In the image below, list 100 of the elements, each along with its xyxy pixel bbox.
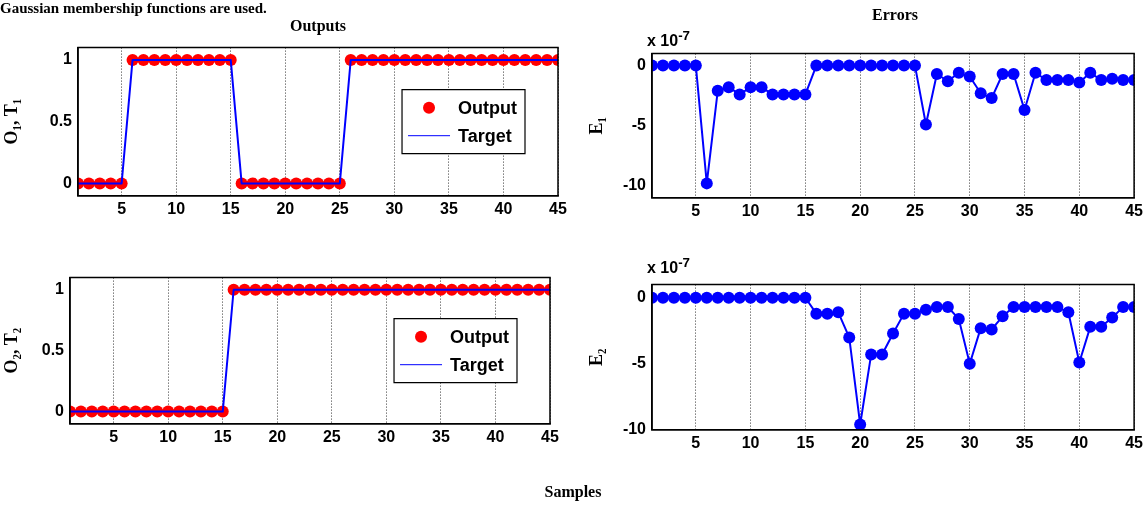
y-tick-label: 0.5 (49, 112, 73, 130)
point (799, 88, 812, 101)
point (1007, 68, 1020, 81)
x-tick-label: 30 (377, 427, 396, 445)
y-tick-label: 0.5 (41, 341, 65, 359)
point (1018, 104, 1031, 117)
point (1040, 301, 1053, 314)
point (766, 291, 779, 304)
point (1029, 66, 1042, 79)
point (832, 306, 845, 319)
y-tick-label: 1 (63, 50, 73, 68)
x-tick-label: 5 (117, 199, 127, 217)
x-tick-label: 30 (385, 199, 404, 217)
point (963, 70, 976, 83)
point (689, 59, 702, 72)
legend-label: Target (450, 354, 504, 375)
x-tick-label: 40 (494, 199, 513, 217)
point (656, 59, 669, 72)
point (930, 68, 943, 81)
y-tick-label: 0 (55, 402, 65, 420)
point (700, 177, 713, 190)
x-tick-label: 45 (549, 199, 567, 217)
point (733, 291, 746, 304)
point (678, 291, 691, 304)
x-tick-label: 25 (330, 199, 349, 217)
point (952, 312, 965, 325)
x-tick-label: 35 (440, 199, 458, 217)
point (876, 348, 889, 361)
point (843, 59, 856, 72)
y-tick-label: -5 (631, 354, 647, 372)
point (755, 291, 768, 304)
chart-title: Outputs (289, 17, 347, 35)
point (1018, 301, 1031, 314)
point (1106, 72, 1119, 85)
point (887, 59, 900, 72)
point (689, 291, 702, 304)
x-tick-label: 25 (322, 427, 341, 445)
point (908, 59, 921, 72)
point (887, 327, 900, 340)
x-tick-label: 15 (796, 433, 815, 451)
x-tick-label: 5 (691, 201, 701, 219)
point (843, 331, 856, 344)
point (656, 291, 669, 304)
point (898, 59, 911, 72)
chart-title: Errors (872, 6, 918, 24)
point (667, 291, 680, 304)
y-tick-label: 0 (637, 56, 647, 74)
x-tick-label: 25 (906, 201, 924, 219)
point (821, 307, 834, 320)
y-tick-label: -5 (631, 116, 647, 134)
point (854, 59, 867, 72)
x-tick-label: 30 (960, 201, 979, 219)
point (1062, 74, 1075, 87)
point (799, 291, 812, 304)
x-tick-label: 40 (1070, 201, 1089, 219)
x-tick-label: 45 (1125, 201, 1144, 219)
y-tick-label: -10 (622, 176, 647, 194)
point (1117, 74, 1130, 87)
point (865, 348, 878, 361)
point (777, 291, 790, 304)
point (744, 81, 757, 94)
point (711, 84, 724, 97)
point (832, 59, 845, 72)
text: x 10$^{-7}$ (647, 255, 690, 278)
point (1040, 74, 1053, 87)
y-axis-title: E₂ (586, 348, 607, 366)
x-tick-label: 20 (268, 427, 287, 445)
point (941, 301, 954, 314)
legend-label: Target (458, 125, 512, 146)
point (1084, 320, 1097, 333)
point (1029, 301, 1042, 314)
point (1117, 301, 1130, 314)
point (963, 357, 976, 370)
point (919, 303, 932, 316)
point (1073, 76, 1086, 89)
point (919, 118, 932, 131)
point (865, 59, 878, 72)
point (766, 88, 779, 101)
point (1007, 301, 1020, 314)
y-tick-label: -10 (622, 420, 647, 438)
point (722, 81, 735, 94)
point (898, 307, 911, 320)
x-tick-label: 45 (541, 427, 559, 445)
point (788, 291, 801, 304)
x-tick-label: 35 (1015, 433, 1034, 451)
point (1051, 301, 1064, 314)
x-tick-label: 35 (432, 427, 450, 445)
x-tick-label: 40 (1070, 433, 1089, 451)
x-tick-label: 10 (167, 199, 186, 217)
point (1095, 74, 1108, 87)
point (854, 418, 867, 430)
point (810, 59, 823, 72)
x-tick-label: 5 (109, 427, 119, 445)
y-tick-label: 1 (55, 280, 65, 298)
point (788, 88, 801, 101)
point (1084, 66, 1097, 79)
x-tick-label: 15 (796, 201, 815, 219)
x-tick-label: 30 (960, 433, 979, 451)
point (1073, 356, 1086, 369)
y-tick-label: 0 (63, 173, 73, 191)
